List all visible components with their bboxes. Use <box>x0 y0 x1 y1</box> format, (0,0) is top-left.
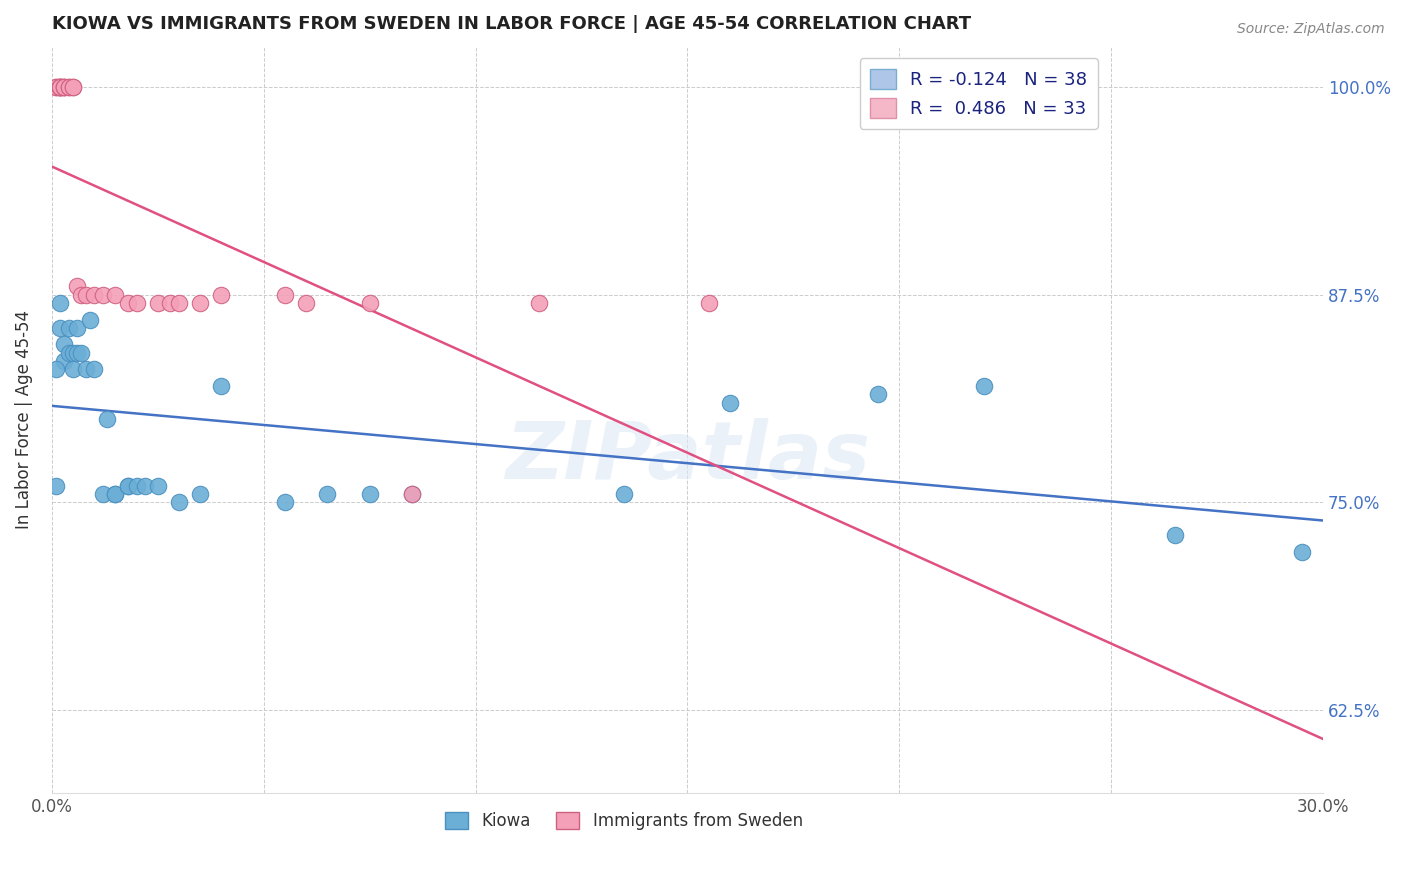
Point <box>83 362 105 376</box>
Text: Source: ZipAtlas.com: Source: ZipAtlas.com <box>1237 22 1385 37</box>
Point <box>53 80 76 95</box>
Point <box>274 287 297 301</box>
Point <box>146 296 169 310</box>
Point <box>613 487 636 501</box>
Point <box>1291 545 1313 559</box>
Point <box>49 80 72 95</box>
Point <box>359 487 381 501</box>
Point <box>58 321 80 335</box>
Point <box>45 478 67 492</box>
Point <box>316 487 339 501</box>
Point <box>209 379 232 393</box>
Point <box>45 362 67 376</box>
Point <box>295 296 318 310</box>
Point <box>117 478 139 492</box>
Point <box>125 296 148 310</box>
Legend: Kiowa, Immigrants from Sweden: Kiowa, Immigrants from Sweden <box>439 805 810 837</box>
Point <box>45 80 67 95</box>
Point <box>188 487 211 501</box>
Point <box>718 395 741 409</box>
Point <box>159 296 181 310</box>
Y-axis label: In Labor Force | Age 45-54: In Labor Force | Age 45-54 <box>15 310 32 529</box>
Point <box>104 487 127 501</box>
Point <box>697 296 720 310</box>
Point <box>62 80 84 95</box>
Point <box>104 487 127 501</box>
Point <box>53 337 76 351</box>
Point <box>167 296 190 310</box>
Point <box>53 80 76 95</box>
Point <box>49 296 72 310</box>
Point <box>79 312 101 326</box>
Point <box>58 80 80 95</box>
Point <box>58 345 80 359</box>
Point <box>53 354 76 368</box>
Point <box>209 287 232 301</box>
Point <box>868 387 890 401</box>
Point <box>527 296 550 310</box>
Point <box>359 296 381 310</box>
Point <box>70 287 93 301</box>
Point <box>49 80 72 95</box>
Point <box>66 321 89 335</box>
Point <box>146 478 169 492</box>
Point <box>62 345 84 359</box>
Point <box>167 495 190 509</box>
Point <box>66 279 89 293</box>
Point <box>104 287 127 301</box>
Point <box>75 287 97 301</box>
Point <box>83 287 105 301</box>
Point <box>66 345 89 359</box>
Point <box>274 495 297 509</box>
Point <box>1164 528 1187 542</box>
Point <box>125 478 148 492</box>
Point <box>45 80 67 95</box>
Point <box>49 321 72 335</box>
Point <box>973 379 995 393</box>
Point <box>91 287 114 301</box>
Point <box>134 478 156 492</box>
Point <box>96 412 118 426</box>
Text: ZIPatlas: ZIPatlas <box>505 417 870 496</box>
Point <box>53 80 76 95</box>
Point <box>62 80 84 95</box>
Text: KIOWA VS IMMIGRANTS FROM SWEDEN IN LABOR FORCE | AGE 45-54 CORRELATION CHART: KIOWA VS IMMIGRANTS FROM SWEDEN IN LABOR… <box>52 15 972 33</box>
Point <box>188 296 211 310</box>
Point <box>49 80 72 95</box>
Point <box>401 487 423 501</box>
Point <box>75 362 97 376</box>
Point <box>117 478 139 492</box>
Point <box>49 80 72 95</box>
Point <box>62 362 84 376</box>
Point <box>58 80 80 95</box>
Point <box>117 296 139 310</box>
Point <box>70 345 93 359</box>
Point <box>401 487 423 501</box>
Point <box>91 487 114 501</box>
Point <box>49 80 72 95</box>
